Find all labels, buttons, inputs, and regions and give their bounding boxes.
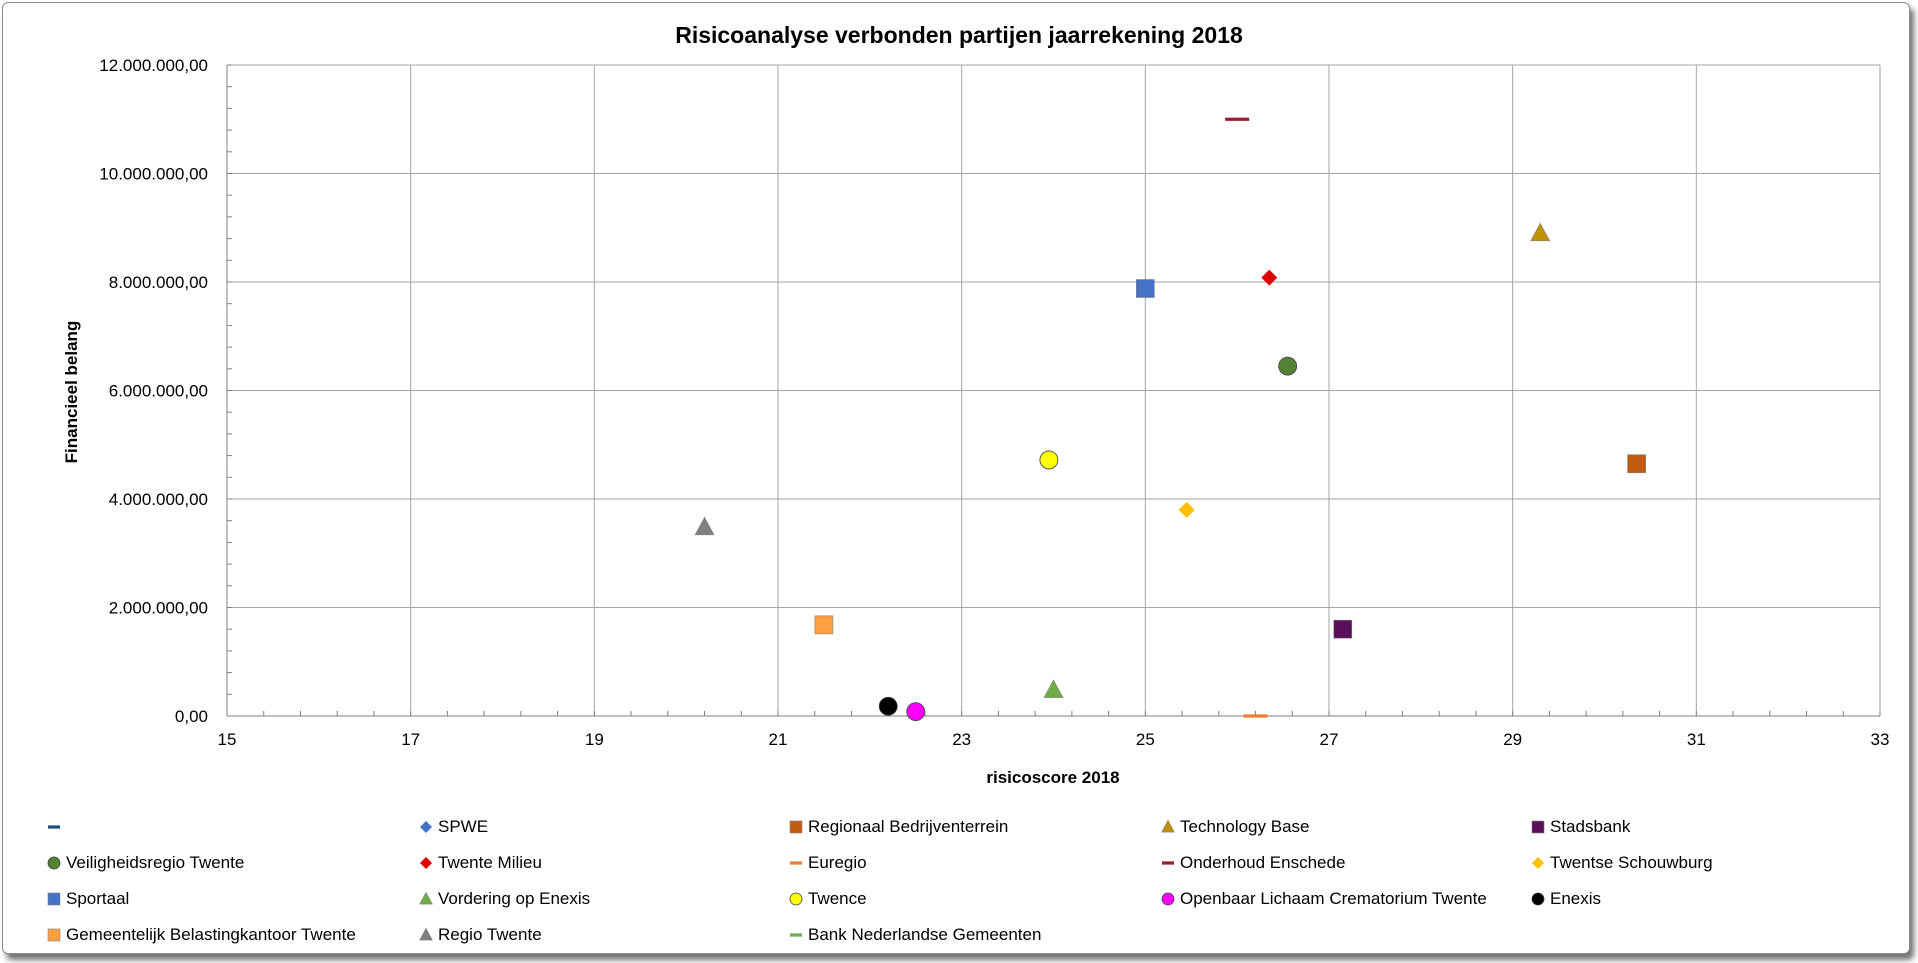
data-point-enexis [878, 696, 898, 716]
data-point-twence [1039, 450, 1059, 470]
legend-label: Vordering op Enexis [438, 889, 590, 908]
x-tick-label: 19 [585, 730, 604, 749]
legend-item: Twentse Schouwburg [1532, 853, 1713, 872]
legend-marker [1531, 892, 1545, 906]
legend-marker [1161, 892, 1175, 906]
y-tick-label: 6.000.000,00 [109, 382, 208, 401]
tick-labels: 15 17 19 21 23 25 27 29 31 33 0,00 2.000.000,00 4.00… [99, 56, 1889, 749]
data-point-euregio [1243, 714, 1268, 718]
legend-item: Sportaal [47, 889, 129, 908]
legend-item: Vordering op Enexis [419, 889, 590, 908]
legend-item: Gemeentelijk Belastingkantoor Twente [47, 925, 356, 944]
data-point-regionaal-bedrijventerrein [1627, 454, 1646, 474]
data-point-stadsbank [1333, 619, 1353, 639]
legend-marker [1161, 819, 1175, 833]
y-tick-label: 4.000.000,00 [109, 490, 208, 509]
legend-item: Regio Twente [419, 925, 542, 944]
legend-marker [47, 928, 61, 942]
legend-label: Twence [808, 889, 867, 908]
data-point-gemeentelijk-belastingkantoor-twente [814, 615, 834, 635]
legend-label: Bank Nederlandse Gemeenten [808, 925, 1041, 944]
legend-label: SPWE [438, 817, 488, 836]
legend-item [48, 825, 60, 829]
legend-marker [1531, 820, 1545, 834]
legend-item: Openbaar Lichaam Crematorium Twente [1161, 889, 1487, 908]
x-tick-label: 21 [769, 730, 788, 749]
legend-marker [1162, 861, 1174, 865]
legend-item: Twente Milieu [420, 853, 542, 872]
y-tick-label: 12.000.000,00 [99, 56, 208, 75]
data-point-technology-base [1530, 222, 1551, 242]
legend-marker [48, 825, 60, 829]
data-point-regio-twente [694, 516, 715, 536]
legend-marker [790, 933, 802, 937]
legend-item: Veiligheidsregio Twente [47, 853, 244, 872]
x-axis-label: risicoscore 2018 [986, 768, 1119, 787]
legend-label: Stadsbank [1550, 817, 1631, 836]
legend-label: Onderhoud Enschede [1180, 853, 1345, 872]
legend-label: Twente Milieu [438, 853, 542, 872]
legend-item: Technology Base [1161, 817, 1309, 836]
chart-title: Risicoanalyse verbonden partijen jaarrek… [675, 22, 1243, 48]
legend-item: Stadsbank [1531, 817, 1631, 836]
legend-marker [1532, 857, 1544, 869]
legend-label: Veiligheidsregio Twente [66, 853, 244, 872]
legend-label: Technology Base [1180, 817, 1309, 836]
x-tick-label: 27 [1320, 730, 1339, 749]
legend-item: SPWE [420, 817, 488, 836]
data-point-twentse-schouwburg [1178, 501, 1195, 518]
y-tick-label: 0,00 [175, 707, 208, 726]
x-tick-label: 29 [1503, 730, 1522, 749]
legend-marker [47, 892, 61, 906]
legend-item: Twence [789, 889, 867, 908]
legend-item: Onderhoud Enschede [1162, 853, 1345, 872]
legend-label: Sportaal [66, 889, 129, 908]
y-tick-label: 8.000.000,00 [109, 273, 208, 292]
x-tick-label: 25 [1136, 730, 1155, 749]
legend-item: Bank Nederlandse Gemeenten [790, 925, 1041, 944]
y-tick-label: 2.000.000,00 [109, 599, 208, 618]
legend-marker [419, 927, 433, 941]
legend-marker [420, 857, 432, 869]
legend-label: Euregio [808, 853, 867, 872]
data-point-veiligheidsregio-twente [1278, 356, 1298, 376]
data-points [694, 117, 1646, 722]
legend-label: Regio Twente [438, 925, 542, 944]
y-axis-label: Financieel belang [62, 321, 81, 464]
y-tick-label: 10.000.000,00 [99, 165, 208, 184]
x-tick-label: 23 [952, 730, 971, 749]
data-point-twente-milieu [1261, 269, 1278, 286]
data-point-sportaal [1136, 279, 1155, 298]
legend-marker [47, 856, 61, 870]
grid-lines [227, 64, 1881, 716]
legend-item: Enexis [1531, 889, 1601, 908]
legend-item: Euregio [790, 853, 867, 872]
x-tick-label: 31 [1687, 730, 1706, 749]
legend-marker [790, 861, 802, 865]
x-tick-label: 17 [401, 730, 420, 749]
legend-label: Twentse Schouwburg [1550, 853, 1713, 872]
data-point-onderhoud-enschede [1225, 117, 1250, 121]
legend-item: Regionaal Bedrijventerrein [789, 817, 1008, 836]
legend-marker [789, 892, 803, 906]
data-point-vordering-op-enexis [1043, 679, 1064, 698]
legend-marker [789, 820, 803, 834]
legend-label: Openbaar Lichaam Crematorium Twente [1180, 889, 1487, 908]
legend-marker [419, 891, 433, 905]
legend-label: Enexis [1550, 889, 1601, 908]
legend: SPWE Regionaal Bedrijventerrein Technology… [47, 817, 1713, 944]
axes [226, 64, 1881, 717]
legend-label: Regionaal Bedrijventerrein [808, 817, 1008, 836]
x-tick-label: 15 [218, 730, 237, 749]
legend-label: Gemeentelijk Belastingkantoor Twente [66, 925, 356, 944]
legend-marker [420, 821, 432, 833]
data-point-openbaar-lichaam-crematorium-twente [906, 702, 926, 722]
x-tick-label: 33 [1871, 730, 1890, 749]
